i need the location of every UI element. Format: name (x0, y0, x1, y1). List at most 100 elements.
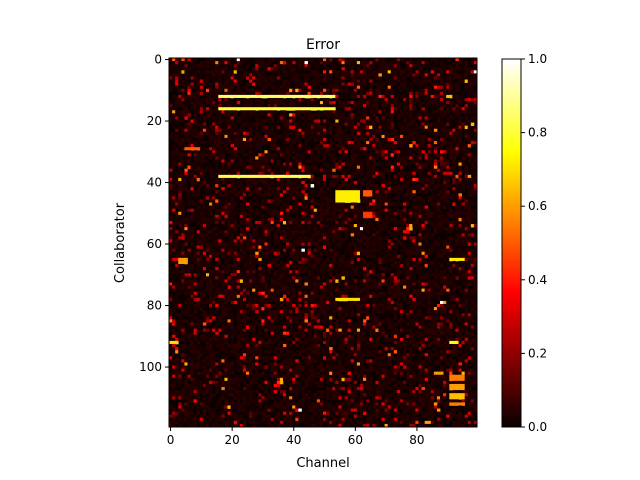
heatmap-cell (169, 227, 173, 231)
heatmap-cell (307, 110, 312, 114)
heatmap-cell (202, 147, 207, 151)
heatmap-cell (458, 113, 462, 117)
heatmap-cell (332, 248, 336, 253)
heatmap-cell (427, 187, 432, 191)
heatmap-cell (440, 144, 444, 148)
heatmap-cell (323, 168, 327, 173)
heatmap-cell (187, 141, 191, 145)
heatmap-cell (172, 227, 176, 231)
heatmap-cell (369, 251, 373, 256)
heatmap-cell (242, 242, 247, 246)
heatmap-cell (393, 104, 398, 108)
heatmap-cell (400, 156, 404, 160)
heatmap-cell (169, 113, 173, 117)
heatmap-cell (215, 162, 219, 166)
heatmap-cell (310, 248, 315, 253)
heatmap-cell (169, 131, 173, 136)
heatmap-cell (440, 147, 444, 151)
heatmap-cell (329, 159, 333, 163)
heatmap-cell (384, 70, 389, 74)
heatmap-cell (359, 70, 364, 74)
heatmap-cell (464, 233, 469, 237)
heatmap-cell (304, 177, 308, 182)
heatmap-cell (421, 242, 425, 246)
heatmap-cell (199, 208, 204, 213)
heatmap-cell (443, 76, 447, 80)
heatmap-cell (369, 239, 373, 243)
heatmap-cell (224, 125, 228, 130)
heatmap-cell (344, 94, 348, 99)
heatmap-cell (276, 67, 281, 71)
heatmap-cell (443, 82, 447, 87)
heatmap-cell (264, 227, 268, 231)
heatmap-cell (202, 220, 207, 225)
heatmap-cell (282, 245, 287, 250)
heatmap-cell (473, 110, 478, 114)
heatmap-cell (249, 97, 253, 102)
heatmap-cell (209, 97, 213, 102)
heatmap-cell (202, 79, 207, 83)
heatmap-cell (363, 181, 367, 185)
heatmap-cell (270, 128, 275, 133)
heatmap-cell (227, 174, 231, 179)
heatmap-cell (255, 242, 259, 246)
heatmap-cell (424, 171, 429, 176)
heatmap-cell (289, 85, 293, 90)
heatmap-cell (359, 245, 364, 250)
heatmap-cell (353, 211, 358, 216)
heatmap-cell (209, 128, 213, 133)
heatmap-cell (279, 187, 284, 191)
heatmap-cell (215, 233, 219, 237)
heatmap-cell (273, 236, 278, 240)
heatmap-cell (172, 73, 176, 77)
heatmap-cell (430, 88, 435, 93)
heatmap-cell (326, 70, 330, 74)
heatmap-cell (187, 76, 191, 80)
heatmap-cell (298, 202, 302, 206)
heatmap-cell (187, 159, 191, 163)
heatmap-cell (261, 193, 265, 197)
heatmap-cell (424, 165, 429, 170)
heatmap-cell (393, 245, 398, 250)
heatmap-cell (252, 144, 256, 148)
heatmap-cell (239, 134, 244, 139)
heatmap-cell (443, 94, 447, 99)
heatmap-cell (286, 119, 290, 123)
heatmap-cell (366, 242, 370, 246)
heatmap-cell (350, 211, 355, 216)
heatmap-cell (390, 230, 395, 234)
heatmap-cell (446, 64, 450, 68)
heatmap-cell (378, 73, 382, 77)
heatmap-cell (282, 58, 287, 62)
heatmap-cell (181, 116, 185, 120)
heatmap-cell (258, 165, 262, 170)
heatmap-cell (242, 70, 247, 74)
heatmap-cell (286, 150, 290, 154)
heatmap-cell (440, 141, 444, 145)
heatmap-cell (464, 88, 469, 93)
heatmap-cell (387, 113, 392, 117)
heatmap-cell (329, 101, 333, 105)
heatmap-cell (224, 190, 228, 194)
heatmap-cell (276, 196, 281, 200)
heatmap-cell (326, 79, 330, 83)
heatmap-cell (412, 174, 416, 179)
heatmap-cell (218, 110, 222, 114)
heatmap-cell (270, 91, 275, 96)
heatmap-cell (387, 147, 392, 151)
heatmap-cell (205, 242, 210, 246)
heatmap-cell (187, 91, 191, 96)
heatmap-cell (359, 230, 364, 234)
heatmap-cell (172, 162, 176, 166)
heatmap-cell (418, 147, 422, 151)
heatmap-cell (319, 101, 324, 105)
heatmap-cell (406, 73, 410, 77)
heatmap-cell (412, 236, 416, 240)
heatmap-cell (282, 239, 287, 243)
heatmap-cell (239, 181, 244, 185)
heatmap-cell (366, 76, 370, 80)
heatmap-cell (455, 137, 459, 142)
heatmap-cell (440, 171, 444, 176)
heatmap-cell (458, 199, 462, 203)
heatmap-cell (393, 227, 398, 231)
